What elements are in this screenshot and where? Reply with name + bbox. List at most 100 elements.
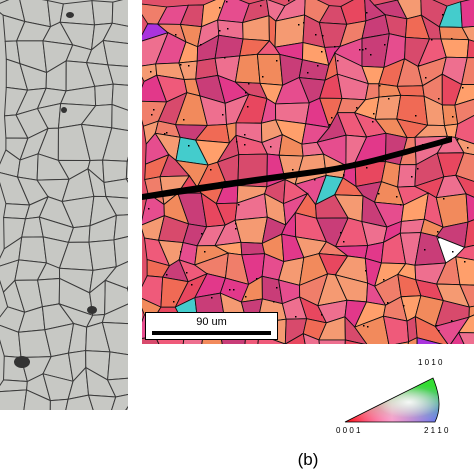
- grain: [111, 83, 128, 111]
- noise-pixel: [400, 204, 402, 206]
- ipf-key-right-label: 2 1 1 0: [424, 426, 449, 435]
- noise-pixel: [464, 261, 466, 263]
- grain: [111, 393, 128, 410]
- grain: [102, 22, 128, 45]
- noise-pixel: [219, 7, 221, 9]
- grain: [101, 321, 128, 356]
- grain: [414, 315, 449, 344]
- noise-pixel: [422, 144, 424, 146]
- noise-pixel: [321, 51, 323, 53]
- noise-pixel: [295, 316, 297, 318]
- grain: [464, 219, 474, 249]
- noise-pixel: [262, 76, 264, 78]
- noise-pixel: [292, 169, 294, 171]
- noise-pixel: [415, 115, 417, 117]
- grain: [457, 332, 474, 344]
- optical-micrograph: [0, 0, 128, 410]
- noise-pixel: [443, 198, 445, 200]
- noise-pixel: [365, 270, 367, 272]
- grain: [113, 236, 128, 268]
- noise-pixel: [431, 39, 433, 41]
- grain: [344, 315, 368, 344]
- grain: [466, 39, 474, 59]
- noise-pixel: [379, 85, 381, 87]
- noise-pixel: [235, 223, 237, 225]
- unindexed-band: [142, 136, 452, 200]
- noise-pixel: [150, 71, 152, 73]
- noise-pixel: [201, 233, 203, 235]
- grain: [101, 303, 128, 325]
- noise-pixel: [452, 116, 454, 118]
- inclusion: [66, 12, 74, 18]
- noise-pixel: [322, 169, 324, 171]
- noise-pixel: [436, 325, 438, 327]
- grain: [318, 339, 346, 344]
- scale-bar: 90 um: [145, 312, 278, 340]
- noise-pixel: [256, 278, 258, 280]
- grain: [94, 83, 114, 107]
- grain: [455, 256, 474, 286]
- noise-pixel: [244, 144, 246, 146]
- grain: [102, 39, 128, 67]
- noise-pixel: [307, 72, 309, 74]
- noise-pixel: [370, 54, 372, 56]
- noise-pixel: [452, 251, 454, 253]
- grain: [454, 84, 474, 106]
- noise-pixel: [288, 0, 290, 2]
- noise-pixel: [387, 302, 389, 304]
- grain: [91, 0, 114, 26]
- grain: [103, 178, 128, 199]
- grain: [234, 53, 261, 84]
- noise-pixel: [276, 60, 278, 62]
- inclusion: [14, 356, 30, 368]
- noise-pixel: [417, 168, 419, 170]
- grain: [107, 64, 128, 86]
- noise-pixel: [222, 114, 224, 116]
- noise-pixel: [166, 132, 168, 134]
- ipf-key-top-label: 1 0 1 0: [418, 358, 443, 367]
- grain: [125, 160, 128, 180]
- noise-pixel: [396, 196, 398, 198]
- scale-bar-line: [152, 331, 271, 335]
- noise-pixel: [365, 48, 367, 50]
- noise-pixel: [315, 34, 317, 36]
- noise-pixel: [343, 174, 345, 176]
- grain: [111, 103, 128, 132]
- noise-pixel: [366, 167, 368, 169]
- grain: [104, 279, 128, 316]
- inclusion: [87, 306, 97, 314]
- ipf-color-key: [340, 370, 450, 430]
- grain: [354, 315, 390, 344]
- panel-caption-text: (b): [297, 450, 319, 469]
- grain: [407, 336, 418, 344]
- noise-pixel: [403, 305, 405, 307]
- noise-pixel: [303, 22, 305, 24]
- noise-pixel: [219, 30, 221, 32]
- noise-pixel: [438, 237, 440, 239]
- grain: [416, 337, 443, 344]
- noise-pixel: [451, 320, 453, 322]
- grain: [88, 239, 117, 271]
- ipf-key-left-label: 0 0 0 1: [336, 426, 361, 435]
- noise-pixel: [236, 141, 238, 143]
- noise-pixel: [467, 147, 469, 149]
- noise-pixel: [273, 301, 275, 303]
- noise-pixel: [367, 326, 369, 328]
- noise-pixel: [314, 179, 316, 181]
- noise-pixel: [175, 34, 177, 36]
- noise-pixel: [245, 296, 247, 298]
- grain: [105, 195, 128, 216]
- grain: [454, 174, 474, 198]
- noise-pixel: [224, 57, 226, 59]
- grain: [284, 332, 306, 344]
- noise-pixel: [363, 325, 365, 327]
- noise-pixel: [321, 314, 323, 316]
- noise-pixel: [317, 65, 319, 67]
- grain: [240, 241, 266, 256]
- grain: [113, 214, 128, 241]
- grain: [460, 0, 474, 28]
- noise-pixel: [384, 44, 386, 46]
- scale-bar-label: 90 um: [196, 316, 227, 328]
- grain: [107, 351, 128, 381]
- grain: [454, 136, 474, 156]
